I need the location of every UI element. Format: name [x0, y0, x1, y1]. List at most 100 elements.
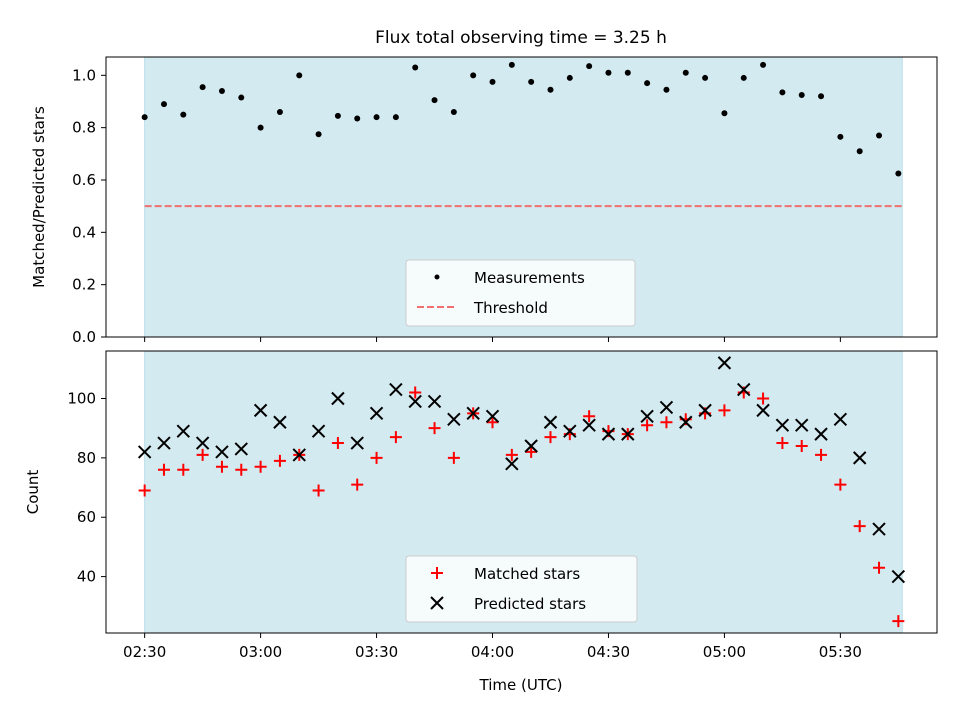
bottom-legend-box	[405, 555, 638, 623]
matched-star-point	[157, 463, 170, 476]
predicted-star-point	[582, 418, 596, 432]
measurement-point	[605, 69, 612, 76]
measurement-point	[895, 170, 902, 177]
matched-star-point	[331, 437, 344, 450]
matched-star-point	[853, 520, 866, 533]
bottom-xtick-label: 04:00	[471, 643, 514, 661]
predicted-star-point	[795, 418, 809, 432]
measurement-point	[663, 86, 670, 93]
bottom-ytick-label: 100	[67, 389, 96, 407]
predicted-star-point	[350, 436, 364, 450]
predicted-star-point	[524, 439, 538, 453]
matched-star-point	[815, 448, 828, 461]
top-legend-box	[405, 259, 636, 327]
measurement-point	[412, 64, 419, 71]
predicted-star-point	[717, 356, 732, 370]
measurement-point	[199, 84, 206, 91]
predicted-star-point	[872, 522, 886, 536]
matched-star-point	[138, 484, 151, 497]
measurement-point	[450, 108, 457, 115]
measurement-point	[721, 110, 728, 117]
top-ytick-label: 0.0	[72, 328, 96, 346]
predicted-star-point	[253, 403, 268, 418]
matched-star-point	[583, 410, 596, 423]
measurement-point	[141, 114, 148, 121]
measurement-point	[238, 94, 245, 101]
matched-star-point	[254, 460, 267, 473]
measurement-point	[702, 74, 709, 81]
predicted-star-point	[852, 451, 867, 465]
matched-star-point	[177, 463, 190, 476]
matched-star-point	[525, 445, 538, 458]
measurement-point	[624, 69, 631, 76]
predicted-star-point	[176, 424, 191, 438]
predicted-star-point	[485, 409, 500, 424]
measurement-point	[180, 111, 187, 118]
measurement-point	[798, 91, 805, 98]
matched-star-point	[370, 451, 383, 464]
predicted-star-point	[311, 424, 326, 438]
matched-star-point	[873, 561, 886, 574]
matched-star-point	[428, 422, 441, 435]
predicted-star-point	[698, 403, 712, 418]
predicted-star-point	[737, 382, 751, 397]
bottom-ytick-label: 40	[77, 568, 96, 586]
matched-star-point	[718, 404, 731, 417]
predicted-star-point	[137, 445, 152, 459]
measurement-point	[218, 88, 225, 95]
top-ytick-label: 0.4	[72, 223, 96, 241]
matched-star-point	[215, 460, 228, 473]
measurement-point	[354, 115, 361, 122]
measurement-point	[373, 114, 380, 121]
top-legend: Measurements Threshold	[405, 259, 636, 327]
predicted-star-point	[679, 415, 693, 429]
predicted-star-point	[891, 569, 906, 584]
predicted-star-point	[195, 436, 210, 450]
predicted-star-point	[234, 442, 248, 456]
predicted-star-point	[157, 436, 171, 450]
legend-matched-marker	[431, 567, 443, 579]
matched-star-point	[641, 419, 654, 432]
predicted-star-point	[543, 415, 558, 429]
measurement-point	[876, 132, 883, 139]
matched-star-point	[409, 386, 422, 399]
measurement-point	[160, 101, 167, 108]
matched-star-point	[196, 448, 209, 461]
predicted-star-point	[659, 400, 674, 415]
matched-star-point	[660, 416, 673, 429]
top-ytick-label: 0.2	[72, 276, 96, 294]
measurement-point	[276, 108, 283, 115]
measurement-point	[682, 69, 689, 76]
measurement-point	[392, 114, 399, 121]
matched-star-point	[235, 463, 248, 476]
top-ytick-label: 0.8	[72, 119, 96, 137]
bottom-xtick-label: 05:30	[819, 643, 862, 661]
legend-predicted-label: Predicted stars	[474, 595, 586, 613]
top-ylabel: Matched/Predicted stars	[30, 106, 48, 288]
matched-star-point	[389, 431, 402, 444]
measurement-point	[257, 124, 264, 131]
matched-star-point	[757, 392, 770, 405]
predicted-star-point	[505, 457, 519, 471]
measurement-point	[586, 63, 593, 70]
matched-star-point	[447, 451, 460, 464]
measurement-point	[566, 74, 573, 81]
matched-star-point	[892, 615, 905, 628]
predicted-star-point	[215, 445, 229, 459]
matched-star-point	[312, 484, 325, 497]
top-axes-frame	[105, 56, 938, 338]
measurement-point	[334, 112, 341, 119]
bottom-legend: Matched stars Predicted stars	[405, 555, 638, 623]
measurement-point	[740, 74, 747, 81]
matched-star-point	[351, 478, 364, 491]
bottom-xtick-label: 03:30	[355, 643, 398, 661]
bottom-axes-frame	[105, 350, 938, 634]
measurement-point	[837, 133, 844, 140]
predicted-star-point	[369, 406, 384, 421]
bottom-xtick-label: 03:00	[239, 643, 282, 661]
predicted-star-point	[427, 394, 442, 409]
bottom-xlabel: Time (UTC)	[479, 676, 563, 694]
measurement-point	[779, 89, 786, 96]
predicted-star-point	[408, 394, 422, 409]
